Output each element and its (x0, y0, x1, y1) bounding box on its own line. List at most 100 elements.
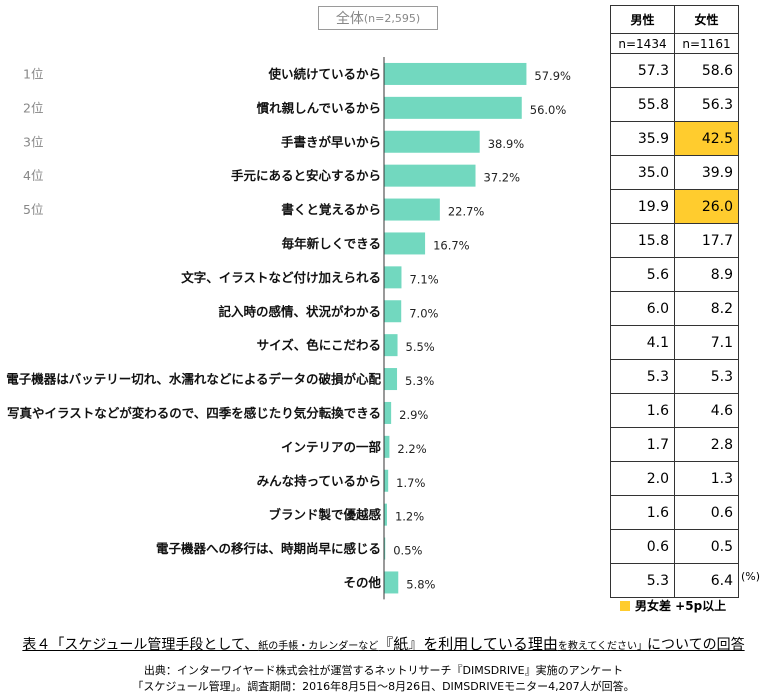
category-label-9: サイズ、色にこだわる (257, 338, 381, 353)
table-row: 19.9 26.0 (610, 189, 739, 224)
caption-part5: についての回答 (647, 637, 745, 653)
category-label-16: その他 (343, 575, 381, 590)
male-value: 5.6 (610, 257, 675, 292)
male-value: 6.0 (610, 291, 675, 326)
female-value: 56.3 (674, 87, 739, 122)
category-label-3: 手書きが早いから (281, 134, 381, 149)
rank-label-2: 2位 (23, 100, 43, 115)
value-label-8: 7.0% (409, 306, 438, 320)
female-header: 女性 (674, 5, 739, 34)
bar-11 (384, 401, 392, 424)
male-value: 15.8 (610, 223, 675, 258)
value-label-4: 37.2% (484, 171, 521, 185)
category-label-7: 文字、イラストなど付け加えられる (181, 270, 381, 285)
male-value: 5.3 (610, 563, 675, 598)
value-label-12: 2.2% (397, 442, 426, 456)
bar-9 (384, 334, 398, 357)
rank-label-4: 4位 (23, 168, 43, 183)
female-value: 8.9 (674, 257, 739, 292)
female-value: 2.8 (674, 427, 739, 462)
female-value: 17.7 (674, 223, 739, 258)
legend-label: 男女差 +5p以上 (635, 599, 727, 613)
table-row: 6.0 8.2 (610, 291, 739, 326)
female-value: 4.6 (674, 393, 739, 428)
caption-part4: を教えてください」 (557, 641, 648, 652)
category-label-13: みんな持っているから (257, 473, 381, 488)
male-value: 19.9 (610, 189, 675, 224)
bar-12 (384, 435, 390, 458)
male-value: 35.0 (610, 155, 675, 190)
header-label: 全体 (335, 11, 364, 27)
female-value: 5.3 (674, 359, 739, 394)
category-label-4: 手元にあると安心するから (231, 168, 381, 183)
table-row: 0.6 0.5 (610, 529, 739, 564)
value-label-1: 57.9% (534, 69, 571, 83)
category-label-6: 毎年新しくできる (282, 236, 381, 251)
table-row: 35.9 42.5 (610, 121, 739, 156)
male-n: n=1434 (610, 33, 675, 54)
male-value: 2.0 (610, 461, 675, 496)
female-value: 58.6 (674, 53, 739, 88)
male-value: 1.6 (610, 495, 675, 530)
female-value: 39.9 (674, 155, 739, 190)
bar-1 (384, 62, 527, 85)
value-label-14: 1.2% (395, 510, 424, 524)
female-value: 26.0 (674, 189, 739, 224)
value-label-9: 5.5% (406, 340, 435, 354)
bar-5 (384, 198, 440, 221)
table-row: 5.3 6.4 (610, 563, 739, 598)
female-value: 8.2 (674, 291, 739, 326)
category-label-2: 慣れ親しんでいるから (257, 100, 381, 115)
table-row: 2.0 1.3 (610, 461, 739, 496)
legend: 男女差 +5p以上 (620, 597, 726, 614)
value-label-2: 56.0% (530, 103, 567, 117)
value-label-11: 2.9% (399, 408, 428, 422)
table-row: 5.3 5.3 (610, 359, 739, 394)
table-row: 15.8 17.7 (610, 223, 739, 258)
bar-15 (384, 537, 386, 560)
rank-label-3: 3位 (23, 134, 43, 149)
category-label-12: インテリアの一部 (281, 439, 382, 454)
male-header: 男性 (610, 5, 675, 34)
value-label-5: 22.7% (448, 205, 485, 219)
value-label-6: 16.7% (433, 238, 470, 252)
male-value: 35.9 (610, 121, 675, 156)
bar-14 (384, 503, 387, 526)
male-value: 57.3 (610, 53, 675, 88)
category-label-5: 書くと覚えるから (281, 202, 381, 217)
bar-10 (384, 368, 398, 391)
table-row: 4.1 7.1 (610, 325, 739, 360)
caption-part3: 『紙』を利用している理由 (378, 635, 558, 653)
male-value: 5.3 (610, 359, 675, 394)
category-label-11: 写真やイラストなどが変わるので、四季を感じたり気分転換できる (7, 405, 381, 420)
chart-caption: 表４「スケジュール管理手段として、紙の手帳・カレンダーなど『紙』を利用している理… (0, 633, 767, 654)
value-label-15: 0.5% (393, 544, 422, 558)
value-label-3: 38.9% (488, 137, 525, 151)
rank-label-1: 1位 (23, 66, 43, 81)
bar-7 (384, 266, 402, 289)
table-row: 35.0 39.9 (610, 155, 739, 190)
table-row: 5.6 8.9 (610, 257, 739, 292)
category-label-14: ブランド製で優越感 (268, 507, 381, 522)
unit-label: (%) (741, 570, 761, 583)
legend-swatch (620, 600, 630, 611)
value-label-13: 1.7% (396, 476, 425, 490)
bar-3 (384, 130, 480, 153)
value-label-10: 5.3% (405, 374, 434, 388)
bar-6 (384, 232, 426, 255)
female-value: 42.5 (674, 121, 739, 156)
table-row: 1.7 2.8 (610, 427, 739, 462)
male-value: 4.1 (610, 325, 675, 360)
male-value: 1.6 (610, 393, 675, 428)
male-value: 55.8 (610, 87, 675, 122)
bar-2 (384, 96, 522, 119)
female-value: 1.3 (674, 461, 739, 496)
source-line-2: 「スケジュール管理」。調査期間：2016年8月5日～8月26日、DIMSDRIV… (132, 680, 635, 693)
header-box: 全体 (n=2,595) (318, 6, 438, 30)
gender-table: 男性 女性 n=1434 n=1161 57.3 58.6 55.8 56.3 35.9… (610, 5, 739, 598)
rank-label-5: 5位 (23, 202, 43, 217)
value-label-16: 5.8% (406, 577, 435, 591)
category-label-10: 電子機器はバッテリー切れ、水濡れなどによるデータの破損が心配 (6, 372, 381, 387)
bar-13 (384, 469, 389, 492)
